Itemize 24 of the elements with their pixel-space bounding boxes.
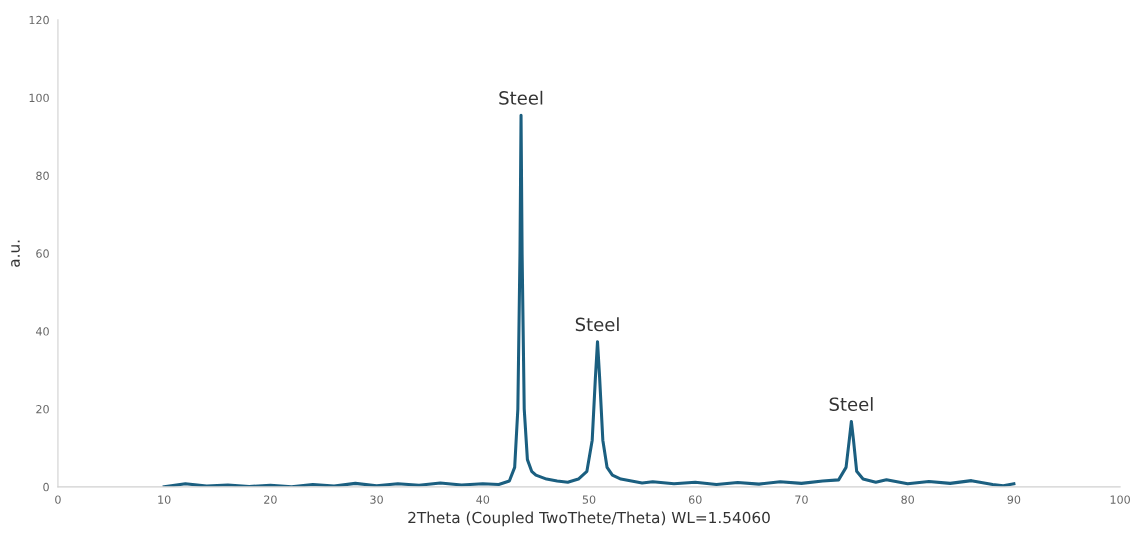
y-tick-label: 60 bbox=[36, 249, 49, 258]
x-tick-label: 70 bbox=[795, 495, 808, 504]
x-tick-label: 10 bbox=[158, 495, 171, 504]
y-tick-label: 120 bbox=[29, 15, 49, 25]
y-tick-label: 80 bbox=[36, 171, 49, 180]
x-tick-label: 50 bbox=[582, 495, 596, 504]
line-series bbox=[162, 113, 1016, 487]
x-tick-label: 20 bbox=[264, 495, 277, 504]
annotation: Steel bbox=[575, 317, 619, 332]
y-tick-label: 40 bbox=[36, 327, 49, 336]
x-tick-label: 100 bbox=[1110, 495, 1130, 504]
y-tick-label: 0 bbox=[43, 482, 49, 492]
x-tick-label: 80 bbox=[901, 495, 914, 504]
x-axis-title: 2Theta (Coupled TwoThete/Theta) WL=1.54060 bbox=[408, 511, 770, 527]
y-tick-label: 20 bbox=[36, 405, 49, 414]
x-tick-label: 0 bbox=[55, 495, 61, 504]
x-tick-label: 40 bbox=[476, 495, 490, 504]
annotation: Steel bbox=[499, 90, 543, 105]
annotation: Steel bbox=[829, 397, 873, 412]
x-tick-label: 30 bbox=[370, 495, 383, 504]
x-tick-label: 60 bbox=[688, 495, 702, 504]
x-tick-label: 90 bbox=[1007, 495, 1021, 504]
y-axis-title: a.u. bbox=[11, 240, 20, 267]
y-tick-label: 100 bbox=[29, 93, 49, 103]
